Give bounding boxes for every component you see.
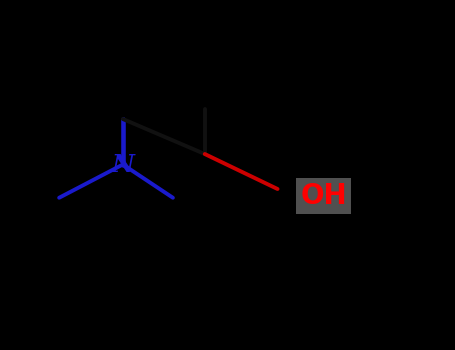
Text: N: N: [111, 153, 134, 176]
Text: OH: OH: [300, 182, 347, 210]
